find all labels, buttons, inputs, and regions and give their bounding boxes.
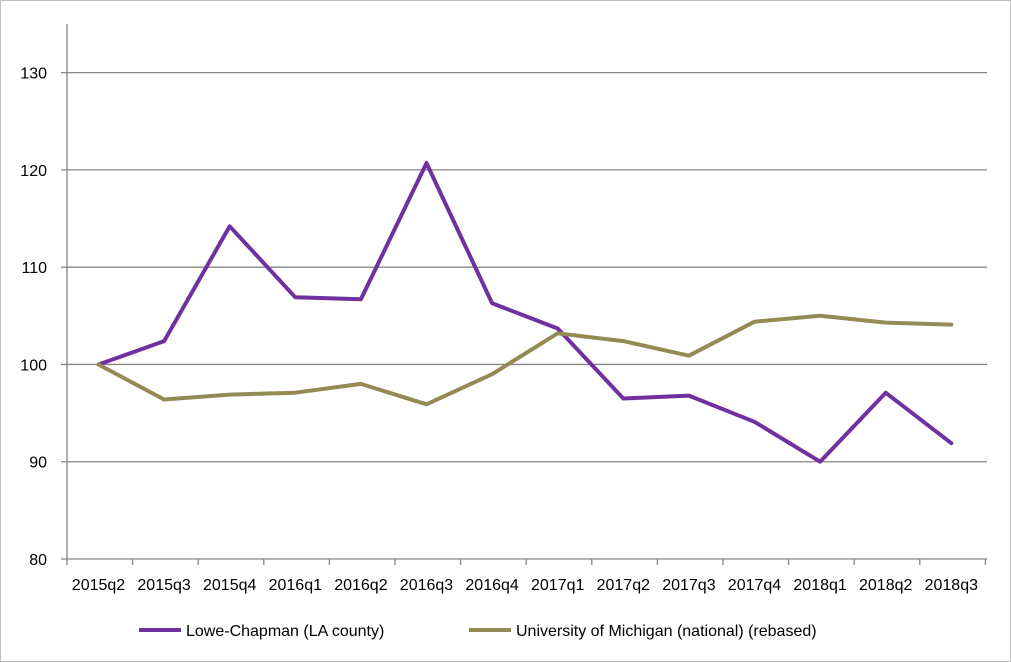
series-line-1 (96, 161, 954, 464)
x-tick-label: 2016q3 (400, 577, 453, 594)
x-tick-label: 2016q2 (334, 577, 387, 594)
x-tick-label: 2018q2 (859, 577, 912, 594)
legend: Lowe-Chapman (LA county) University of Mi… (139, 623, 817, 640)
x-tick-label: 2018q3 (925, 577, 978, 594)
y-tick-label: 90 (29, 455, 47, 472)
x-tick-label: 2015q3 (137, 577, 190, 594)
x-tick-label: 2017q4 (728, 577, 781, 594)
y-tick-label: 80 (29, 552, 47, 569)
x-tick-label: 2017q3 (662, 577, 715, 594)
y-tick-label: 100 (20, 357, 47, 374)
y-tick-label: 110 (21, 260, 47, 277)
x-tick-label: 2017q1 (531, 577, 584, 594)
series-lines (96, 161, 954, 464)
x-tick-label: 2016q1 (269, 577, 322, 594)
x-tick-label: 2016q4 (465, 577, 518, 594)
x-axis-tick-labels: 2015q2 2015q3 2015q4 2016q1 2016q2 2016q3 2016… (72, 577, 978, 594)
legend-label: Lowe-Chapman (LA county) (186, 623, 384, 640)
series-line-2 (96, 313, 954, 407)
x-tick-label: 2017q2 (597, 577, 650, 594)
x-tick-label: 2015q4 (203, 577, 256, 594)
axes (61, 24, 987, 565)
x-tick-label: 2018q1 (793, 577, 846, 594)
y-tick-label: 130 (20, 66, 47, 83)
x-tick-label: 2015q2 (72, 577, 125, 594)
y-tick-label: 120 (20, 163, 47, 180)
gridlines (67, 71, 987, 463)
y-axis-tick-labels: 80 90 100 110 120 130 (20, 66, 47, 569)
legend-label: University of Michigan (national) (rebas… (516, 623, 817, 640)
